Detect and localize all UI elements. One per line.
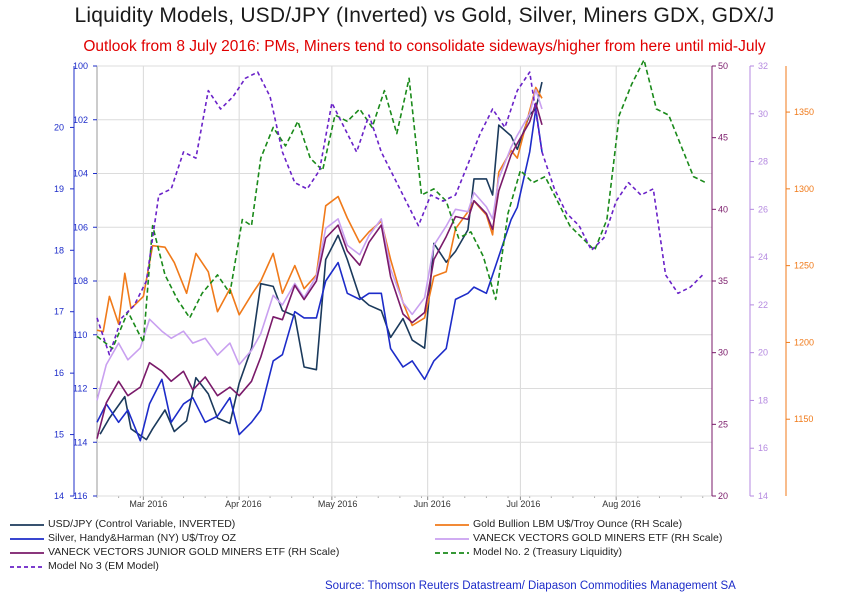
legend-label: Silver, Handy&Harman (NY) U$/Troy OZ bbox=[48, 532, 237, 544]
gdx_right-axis-label: 18 bbox=[758, 395, 768, 405]
silver-axis-label: 15 bbox=[54, 430, 64, 440]
gdx_right-axis-label: 22 bbox=[758, 300, 768, 310]
gdx_right-axis-label: 24 bbox=[758, 252, 768, 262]
legend-label: USD/JPY (Control Variable, INVERTED) bbox=[48, 518, 236, 530]
legend-swatch bbox=[435, 552, 469, 554]
usdjpy-axis-label: 110 bbox=[73, 330, 87, 340]
silver-axis-label: 18 bbox=[54, 245, 64, 255]
legend-swatch bbox=[10, 552, 44, 554]
legend-label: Gold Bullion LBM U$/Troy Ounce (RH Scale… bbox=[473, 518, 683, 530]
x-tick-label: May 2016 bbox=[318, 499, 358, 509]
series-line-2 bbox=[96, 108, 543, 442]
junior_right-axis-label: 40 bbox=[718, 204, 728, 214]
legend-swatch bbox=[10, 538, 44, 540]
silver-axis-label: 19 bbox=[54, 184, 64, 194]
legend-label: Model No. 2 (Treasury Liquidity) bbox=[473, 546, 622, 558]
x-tick-label: Mar 2016 bbox=[129, 499, 167, 509]
silver-axis-label: 17 bbox=[54, 307, 64, 317]
legend-swatch bbox=[10, 566, 44, 568]
gdx_right-axis-label: 26 bbox=[758, 204, 768, 214]
junior_right-axis-label: 25 bbox=[718, 419, 728, 429]
chart-subtitle: Outlook from 8 July 2016: PMs, Miners te… bbox=[83, 38, 766, 55]
usdjpy-axis-label: 102 bbox=[73, 115, 88, 125]
gold_right-axis-label: 1350 bbox=[794, 107, 814, 117]
chart-legend: USD/JPY (Control Variable, INVERTED) Gol… bbox=[10, 518, 840, 574]
legend-label: Model No 3 (EM Model) bbox=[48, 560, 159, 572]
legend-swatch bbox=[10, 524, 44, 526]
usdjpy-axis-label: 108 bbox=[73, 276, 88, 286]
x-tick-label: Jun 2016 bbox=[414, 499, 451, 509]
junior_right-axis-label: 35 bbox=[718, 276, 728, 286]
usdjpy-axis-label: 116 bbox=[73, 491, 87, 501]
silver-axis-label: 20 bbox=[54, 122, 64, 132]
gdx_right-axis-label: 14 bbox=[758, 491, 768, 501]
gold_right-axis-label: 1150 bbox=[794, 414, 813, 424]
usdjpy-axis-label: 104 bbox=[73, 169, 88, 179]
legend-label: VANECK VECTORS GOLD MINERS ETF (RH Scale… bbox=[473, 532, 723, 544]
gdx_right-axis-label: 32 bbox=[758, 61, 768, 71]
junior_right-axis-label: 45 bbox=[718, 133, 728, 143]
series-line-4 bbox=[96, 102, 543, 439]
series-line-6 bbox=[96, 71, 704, 356]
silver-axis-label: 14 bbox=[54, 491, 64, 501]
gold_right-axis-label: 1250 bbox=[794, 261, 814, 271]
usdjpy-axis-label: 112 bbox=[73, 384, 87, 394]
gdx_right-axis-label: 28 bbox=[758, 157, 768, 167]
series-line-0 bbox=[99, 81, 543, 441]
series-line-3 bbox=[96, 89, 543, 401]
series-line-1 bbox=[96, 86, 543, 333]
junior_right-axis-label: 20 bbox=[718, 491, 728, 501]
chart-title: Liquidity Models, USD/JPY (Inverted) vs … bbox=[74, 4, 775, 27]
legend-swatch bbox=[435, 524, 469, 526]
legend-label: VANECK VECTORS JUNIOR GOLD MINERS ETF (R… bbox=[48, 546, 340, 558]
usdjpy-axis-label: 114 bbox=[73, 437, 87, 447]
usdjpy-axis-label: 100 bbox=[73, 61, 88, 71]
x-tick-label: Aug 2016 bbox=[602, 499, 641, 509]
gdx_right-axis-label: 20 bbox=[758, 348, 768, 358]
source-note: Source: Thomson Reuters Datastream/ Diap… bbox=[325, 580, 736, 592]
junior_right-axis-label: 30 bbox=[718, 348, 728, 358]
gold_right-axis-label: 1200 bbox=[794, 337, 814, 347]
gdx_right-axis-label: 16 bbox=[758, 443, 768, 453]
x-tick-label: Apr 2016 bbox=[225, 499, 262, 509]
usdjpy-axis-label: 106 bbox=[73, 222, 88, 232]
legend-swatch bbox=[435, 538, 469, 540]
gold_right-axis-label: 1300 bbox=[794, 184, 814, 194]
junior_right-axis-label: 50 bbox=[718, 61, 728, 71]
series-line-5 bbox=[96, 59, 707, 350]
x-tick-label: Jul 2016 bbox=[506, 499, 540, 509]
silver-axis-label: 16 bbox=[54, 368, 64, 378]
gdx_right-axis-label: 30 bbox=[758, 109, 768, 119]
